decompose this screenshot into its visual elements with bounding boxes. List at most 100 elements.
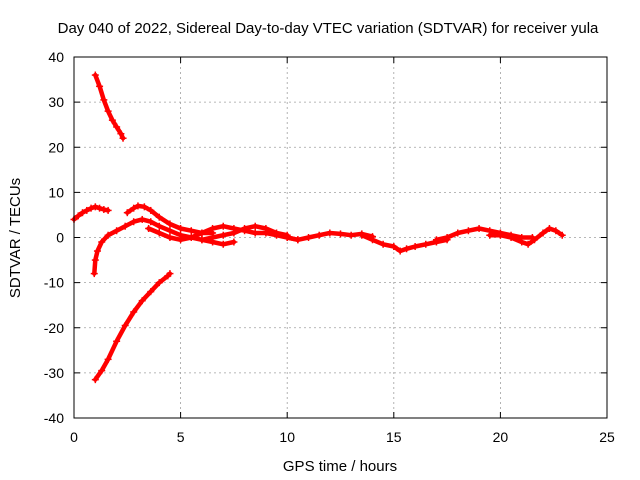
data-point-marker	[91, 203, 99, 211]
data-point-marker	[140, 203, 148, 211]
data-point-marker	[219, 240, 227, 248]
data-point-marker	[166, 234, 174, 241]
data-point-marker	[358, 231, 366, 239]
data-point-marker	[454, 229, 462, 237]
data-point-marker	[117, 130, 125, 138]
data-point-marker	[251, 222, 259, 230]
data-point-marker	[432, 236, 440, 244]
data-point-marker	[326, 229, 334, 237]
data-point-marker	[209, 234, 217, 241]
y-tick-label: -10	[44, 275, 64, 291]
data-point-marker	[91, 71, 99, 79]
data-point-marker	[119, 134, 127, 142]
data-point-marker	[90, 270, 98, 278]
data-point-marker	[262, 224, 270, 232]
data-point-marker	[91, 376, 99, 384]
data-point-marker	[305, 234, 313, 241]
data-point-marker	[166, 220, 174, 228]
data-point-marker	[147, 288, 155, 296]
data-point-marker	[96, 82, 104, 90]
data-point-marker	[251, 229, 259, 237]
data-point-marker	[230, 238, 238, 246]
data-point-marker	[347, 231, 355, 239]
data-point-marker	[104, 107, 112, 115]
data-point-marker	[475, 224, 483, 232]
data-point-marker	[230, 229, 238, 237]
data-point-marker	[121, 222, 129, 230]
x-tick-label: 15	[386, 429, 402, 445]
data-point-marker	[518, 238, 526, 246]
data-point-marker	[87, 204, 95, 212]
data-point-marker	[98, 238, 106, 246]
data-point-marker	[539, 229, 547, 237]
y-tick-label: -30	[44, 365, 64, 381]
data-point-marker	[283, 234, 291, 241]
data-point-marker	[411, 243, 419, 251]
data-point-marker	[396, 247, 404, 255]
data-point-marker	[315, 231, 323, 239]
data-point-marker	[545, 224, 553, 232]
data-point-marker	[219, 231, 227, 239]
satellite-track-9	[359, 232, 450, 254]
data-point-marker	[155, 229, 163, 237]
data-point-marker	[138, 215, 146, 223]
data-point-marker	[155, 222, 163, 230]
y-tick-label: 30	[48, 94, 64, 110]
x-tick-label: 25	[599, 429, 615, 445]
satellite-track-10	[434, 226, 535, 243]
data-point-marker	[368, 236, 376, 244]
data-point-marker	[83, 206, 91, 214]
data-point-marker	[403, 245, 411, 253]
x-tick-label: 0	[70, 429, 78, 445]
data-point-marker	[79, 209, 87, 217]
y-tick-label: 20	[48, 139, 64, 155]
data-point-marker	[219, 222, 227, 230]
y-tick-label: 0	[56, 230, 64, 246]
data-point-marker	[209, 224, 217, 232]
data-point-marker	[147, 218, 155, 226]
data-point-marker	[187, 227, 195, 235]
data-point-marker	[98, 367, 106, 375]
x-tick-label: 20	[493, 429, 509, 445]
data-point-marker	[337, 230, 344, 238]
x-tick-label: 10	[279, 429, 295, 445]
satellite-track-2	[93, 271, 173, 382]
data-point-marker	[486, 231, 494, 239]
data-point-marker	[100, 96, 108, 104]
y-tick-label: -40	[44, 410, 64, 426]
data-point-marker	[121, 321, 129, 329]
data-point-marker	[104, 206, 112, 214]
data-point-marker	[113, 337, 121, 345]
data-point-marker	[294, 236, 302, 244]
data-point-marker	[155, 279, 163, 287]
y-tick-label: -20	[44, 320, 64, 336]
data-point-marker	[138, 297, 146, 305]
y-tick-label: 40	[48, 49, 64, 65]
data-point-marker	[531, 236, 539, 244]
data-point-marker	[166, 227, 174, 235]
series-layer	[70, 71, 566, 384]
data-point-marker	[130, 218, 138, 226]
data-point-marker	[104, 355, 112, 363]
data-point-marker	[113, 227, 121, 235]
x-axis-label: GPS time / hours	[283, 458, 397, 475]
data-point-marker	[507, 234, 515, 241]
data-point-marker	[177, 236, 185, 244]
data-point-marker	[552, 227, 560, 235]
data-point-marker	[198, 236, 206, 244]
data-point-marker	[177, 224, 185, 232]
data-point-marker	[104, 231, 112, 239]
data-point-marker	[241, 224, 249, 232]
data-point-marker	[93, 247, 101, 255]
data-point-marker	[145, 224, 153, 232]
data-point-marker	[422, 240, 430, 248]
data-point-marker	[166, 270, 174, 278]
data-point-marker	[464, 227, 472, 235]
data-point-marker	[113, 123, 121, 131]
axis-layer: 0 5 10 15 20 25 -40 -30 -20 -10 0 10 20 30 40	[44, 49, 615, 445]
data-point-marker	[187, 234, 195, 241]
data-point-marker	[443, 234, 451, 241]
chart-title: Day 040 of 2022, Sidereal Day-to-day VTE…	[58, 20, 599, 37]
